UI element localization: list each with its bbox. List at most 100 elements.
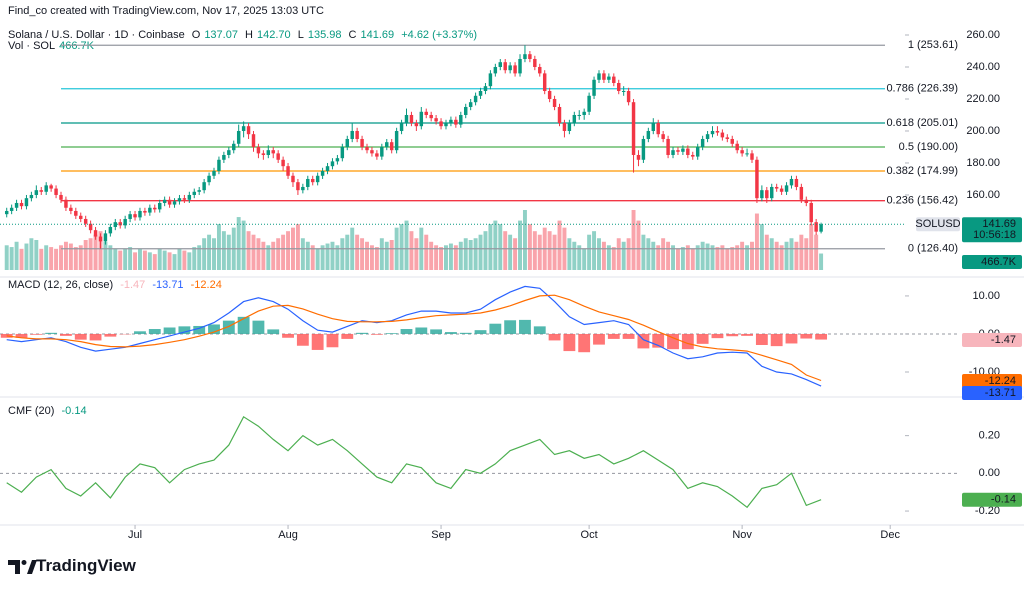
histogram-bar <box>282 333 294 338</box>
candle-body <box>459 114 463 125</box>
ohlc-key: H <box>245 29 253 41</box>
candle-body <box>350 130 354 139</box>
volume-bar <box>597 238 601 270</box>
volume-bar <box>809 224 814 270</box>
candle-body <box>730 138 734 144</box>
histogram-bar <box>311 333 324 350</box>
volume-bar <box>626 238 631 270</box>
volume-bar <box>636 220 641 270</box>
volume-bar <box>616 238 621 270</box>
x-tick-label: Sep <box>431 529 451 541</box>
volume-bar <box>463 238 468 270</box>
volume-bar <box>369 245 374 270</box>
volume-bar <box>508 234 513 270</box>
volume-bar <box>789 238 794 270</box>
fib-label: 0.5 (190.00) <box>899 141 958 153</box>
candle-body <box>345 138 349 147</box>
volume-bar <box>133 252 138 270</box>
histogram-bar <box>415 327 428 334</box>
volume-bar <box>34 240 39 270</box>
candle-body <box>330 161 335 167</box>
candle-body <box>715 130 720 133</box>
x-tick-label: Dec <box>880 529 900 541</box>
histogram-bar <box>444 332 457 334</box>
candle-body <box>819 224 823 232</box>
volume-tag-bg <box>962 255 1022 269</box>
candle-body <box>547 90 552 99</box>
footer-logo: TradingView <box>36 556 136 575</box>
candle-body <box>498 62 503 67</box>
candle-body <box>503 62 507 71</box>
candle-body <box>646 130 651 139</box>
volume-bar <box>601 241 606 270</box>
histogram-bar <box>726 333 739 337</box>
histogram-bar <box>667 333 679 350</box>
volume-bar <box>513 238 518 270</box>
candle-body <box>286 166 290 176</box>
candle-body <box>217 159 221 171</box>
candle-body <box>617 82 621 91</box>
histogram-bar <box>400 329 413 334</box>
candle-body <box>804 199 809 203</box>
candle-body <box>256 146 261 154</box>
candle-body <box>676 150 680 152</box>
header: Find_co created with TradingView.com, No… <box>8 5 324 17</box>
candle-body <box>774 186 779 189</box>
volume-bar <box>39 248 44 270</box>
candle-body <box>557 106 562 123</box>
histogram-bar <box>533 326 546 334</box>
histogram-bar <box>430 329 443 334</box>
candle-body <box>809 202 813 223</box>
candle-body <box>429 114 433 119</box>
candle-body <box>123 218 127 226</box>
volume-bar <box>631 210 636 270</box>
volume-bar <box>147 252 152 270</box>
ohlc-key: O <box>191 29 201 41</box>
volume-bar <box>197 245 202 270</box>
volume-bar <box>360 238 365 270</box>
candle-body <box>705 134 710 139</box>
volume-bar <box>458 241 463 270</box>
fib-label: 0 (126.40) <box>908 243 958 255</box>
change: +4.62 (+3.37%) <box>401 29 478 41</box>
candle-body <box>493 66 498 74</box>
histogram-bar <box>208 324 220 334</box>
volume-bar <box>567 238 572 270</box>
volume-bar <box>527 224 532 270</box>
histogram-bar <box>741 333 753 336</box>
volume-bar <box>725 248 730 270</box>
volume-bar <box>769 238 774 270</box>
volume-bar <box>286 231 291 270</box>
volume-bar <box>641 234 646 270</box>
volume-bar <box>128 247 133 270</box>
candle-body <box>4 210 9 215</box>
y-tick-label: -0.20 <box>975 505 1000 517</box>
volume-bar <box>774 241 779 270</box>
volume-bar <box>804 238 809 270</box>
volume-bar <box>537 234 542 270</box>
candle-body <box>360 138 364 147</box>
volume-bar <box>83 240 88 270</box>
fib-label: 0.618 (205.01) <box>886 117 958 129</box>
histogram-bar <box>755 333 768 345</box>
candle-body <box>177 198 182 202</box>
symbol-tag: SOLUSD <box>915 218 960 230</box>
histogram-bar <box>163 327 176 334</box>
volume-bar <box>498 224 503 270</box>
candle-body <box>232 143 236 151</box>
volume-bar <box>759 224 764 270</box>
volume-bar <box>503 231 508 270</box>
x-tick-label: Nov <box>732 529 752 541</box>
candle-body <box>478 90 483 96</box>
candle-body <box>315 175 320 183</box>
volume-bar <box>814 234 819 270</box>
candle-body <box>162 199 167 203</box>
candle-body <box>473 95 478 103</box>
volume-bar <box>389 240 394 270</box>
volume-bar <box>29 238 34 270</box>
candle-body <box>44 185 48 192</box>
cmf-tag: -0.14 <box>991 494 1016 506</box>
candle-body <box>202 182 206 191</box>
